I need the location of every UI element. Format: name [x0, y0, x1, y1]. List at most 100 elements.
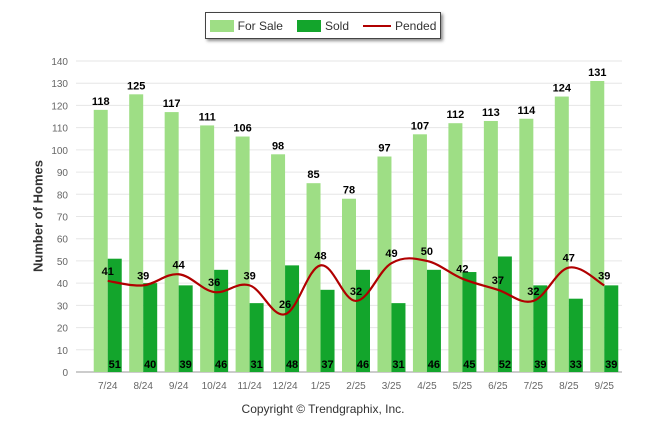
y-tick-label: 100 [51, 146, 68, 157]
for-sale-bar [306, 183, 321, 372]
for-sale-value-label: 131 [588, 67, 606, 79]
pended-value-label: 36 [208, 277, 220, 289]
sold-value-label: 48 [286, 359, 298, 371]
sold-value-label: 31 [250, 359, 262, 371]
for-sale-value-label: 114 [517, 105, 536, 117]
y-axis-title: Number of Homes [30, 160, 46, 272]
legend-label-sold: Sold [324, 18, 349, 33]
sold-value-label: 51 [109, 359, 121, 371]
for-sale-bar [235, 136, 250, 372]
sold-value-label: 39 [180, 359, 192, 371]
sold-bar [497, 256, 512, 372]
y-tick-label: 50 [57, 257, 69, 268]
y-tick-label: 90 [57, 168, 69, 179]
x-tick-label: 7/24 [98, 381, 118, 392]
sold-value-label: 45 [463, 359, 475, 371]
y-tick-label: 130 [51, 79, 68, 90]
legend-item-sold[interactable]: Sold [296, 18, 349, 33]
legend: For Sale Sold Pended [205, 12, 441, 39]
sold-bar [604, 285, 619, 372]
pended-value-label: 47 [563, 253, 575, 265]
for-sale-value-label: 111 [199, 111, 216, 123]
sold-series [107, 256, 619, 372]
legend-item-for-sale[interactable]: For Sale [209, 18, 283, 33]
for-sale-bar [271, 154, 286, 372]
pended-value-label: 26 [279, 299, 291, 311]
sold-value-label: 52 [499, 359, 511, 371]
for-sale-bar [590, 80, 605, 372]
for-sale-value-label: 113 [482, 107, 500, 119]
y-tick-label: 40 [57, 279, 69, 290]
legend-item-pended[interactable]: Pended [363, 19, 436, 33]
y-tick-label: 30 [57, 301, 69, 312]
for-sale-bar [412, 134, 427, 372]
y-tick-label: 10 [57, 346, 69, 357]
for-sale-bar [93, 109, 108, 372]
copyright-text: Copyright © Trendgraphix, Inc. [241, 402, 405, 416]
sold-value-label: 37 [321, 359, 333, 371]
x-tick-label: 8/25 [559, 381, 579, 392]
for-sale-bar [483, 120, 498, 372]
y-tick-label: 80 [57, 190, 69, 201]
for-sale-value-label: 112 [447, 109, 465, 121]
for-sale-value-label: 106 [233, 123, 251, 135]
y-tick-label: 140 [51, 57, 68, 68]
x-tick-label: 6/25 [488, 381, 508, 392]
for-sale-bar [554, 96, 569, 373]
legend-label-for-sale: For Sale [237, 18, 283, 33]
sold-bar [143, 283, 158, 372]
pended-series [107, 257, 605, 316]
sold-bar [214, 269, 229, 372]
x-tick-label: 7/25 [524, 381, 544, 392]
for-sale-bar [200, 125, 215, 373]
x-tick-label: 3/25 [382, 381, 402, 392]
sold-bar [107, 258, 122, 372]
x-tick-label: 1/25 [311, 381, 331, 392]
x-axis: 7/24 8/24 9/24 10/24 11/24 12/24 1/25 2/25 3/25 4… [98, 381, 614, 392]
legend-label-pended: Pended [395, 18, 437, 33]
for-sale-series [93, 80, 605, 373]
pended-value-label: 39 [598, 270, 610, 282]
sold-bar [426, 269, 441, 372]
for-sale-swatch [209, 19, 234, 32]
for-sale-value-label: 98 [272, 140, 284, 152]
pended-value-label: 37 [492, 275, 504, 287]
sold-value-label: 33 [570, 359, 582, 371]
x-tick-label: 10/24 [202, 381, 227, 392]
pended-value-label: 32 [350, 286, 362, 298]
sold-bar [462, 272, 477, 372]
pended-value-label: 41 [102, 266, 114, 278]
sold-bar [249, 303, 264, 372]
x-tick-label: 2/25 [346, 381, 366, 392]
sold-value-label: 39 [605, 359, 617, 371]
pended-value-label: 42 [456, 264, 468, 276]
x-tick-label: 4/25 [417, 381, 437, 392]
sold-bar [178, 285, 193, 372]
pended-value-label: 49 [385, 248, 397, 260]
y-tick-label: 0 [62, 368, 68, 379]
pended-value-label: 48 [314, 250, 326, 262]
sold-bar [533, 285, 548, 372]
y-tick-label: 110 [52, 124, 68, 135]
for-sale-value-label: 124 [553, 83, 572, 95]
y-tick-label: 120 [51, 101, 68, 112]
pended-value-label: 44 [173, 259, 186, 271]
sold-bar [391, 303, 406, 372]
y-tick-label: 20 [57, 324, 69, 335]
pended-value-label: 39 [243, 270, 255, 282]
sold-swatch [296, 19, 321, 32]
for-sale-bar [519, 118, 534, 372]
for-sale-value-label: 107 [411, 120, 429, 132]
sold-value-label: 46 [357, 359, 369, 371]
pended-value-label: 32 [527, 286, 539, 298]
x-tick-label: 9/24 [169, 381, 189, 392]
x-tick-label: 11/24 [237, 381, 262, 392]
sold-bar [285, 265, 300, 372]
for-sale-value-label: 117 [163, 98, 181, 110]
pended-value-label: 39 [137, 270, 149, 282]
sold-value-label: 46 [428, 359, 440, 371]
pended-line [107, 257, 605, 316]
sold-bar [320, 289, 335, 372]
for-sale-bar [129, 94, 144, 373]
y-tick-label: 60 [57, 235, 69, 246]
